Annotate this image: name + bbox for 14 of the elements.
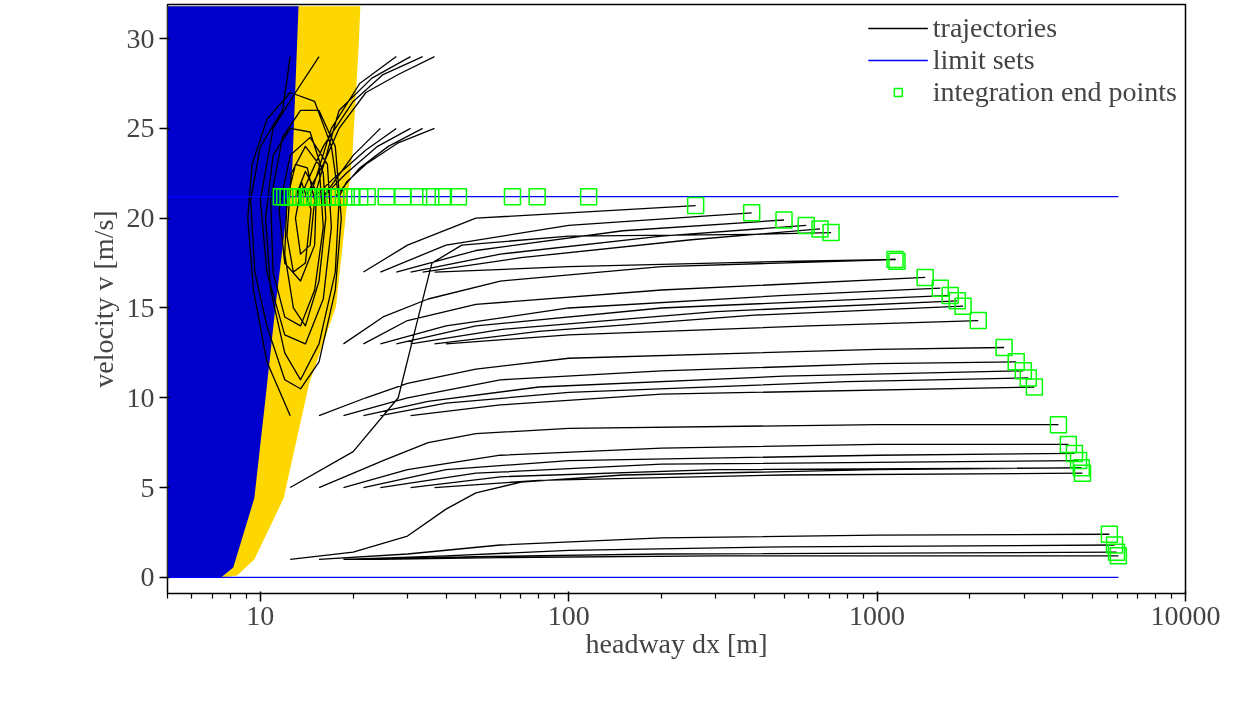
y-tick-label: 5: [140, 471, 155, 503]
legend-label: trajectories: [932, 12, 1058, 44]
x-tick-label: 10: [246, 599, 275, 631]
y-axis-title: velocity v [m/s]: [87, 210, 119, 388]
y-tick-label: 30: [126, 22, 155, 54]
x-tick-label: 10000: [1150, 599, 1221, 631]
y-tick-label: 10: [126, 381, 155, 413]
legend-label: integration end points: [932, 76, 1177, 108]
legend-label: limit sets: [932, 44, 1035, 76]
y-tick-label: 25: [126, 112, 155, 144]
y-tick-label: 0: [140, 561, 155, 593]
y-tick-label: 20: [126, 202, 155, 234]
x-tick-label: 1000: [849, 599, 906, 631]
y-tick-label: 15: [126, 291, 155, 323]
